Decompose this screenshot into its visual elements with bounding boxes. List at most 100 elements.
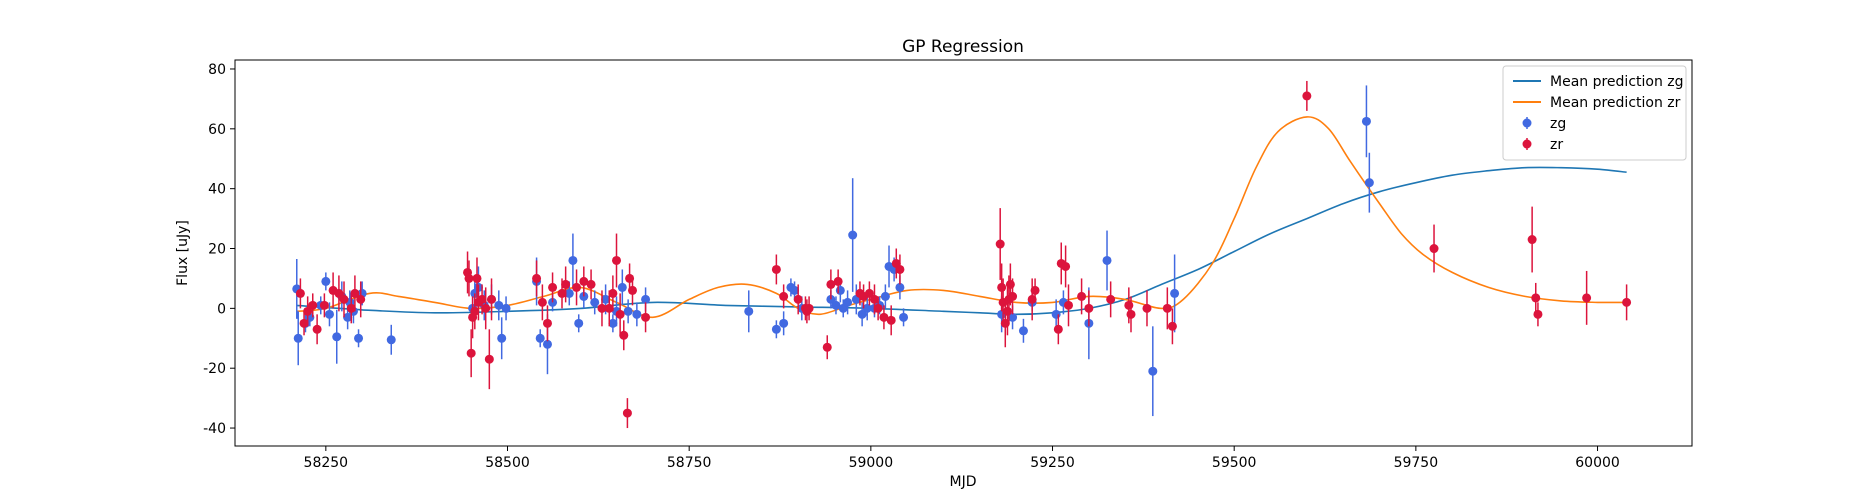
point-marker — [537, 297, 547, 307]
data-point-zr — [470, 293, 480, 330]
y-tick-label: 40 — [208, 182, 226, 198]
data-point-zr — [1053, 314, 1063, 345]
data-point-zg — [771, 320, 781, 339]
point-marker — [899, 312, 909, 322]
point-marker — [494, 300, 504, 310]
data-point-zg — [332, 309, 342, 364]
x-tick-label: 59500 — [1212, 455, 1257, 471]
legend-label: Mean prediction zr — [1550, 95, 1681, 111]
point-marker — [1084, 303, 1094, 313]
data-point-zr — [886, 305, 896, 336]
data-point-zg — [632, 302, 642, 327]
y-tick-label: -20 — [203, 361, 226, 377]
point-marker — [1582, 293, 1592, 303]
point-marker — [627, 285, 637, 295]
data-point-zg — [848, 178, 858, 292]
legend: Mean prediction zg Mean prediction zr zg zr — [1502, 65, 1687, 161]
legend-label: zg — [1550, 116, 1566, 132]
point-marker — [1008, 312, 1018, 322]
data-point-zr — [641, 302, 651, 333]
data-point-zr — [472, 257, 482, 300]
data-point-zr — [826, 269, 836, 300]
point-marker — [466, 348, 476, 358]
data-point-zg — [862, 296, 872, 321]
data-point-zr — [481, 287, 491, 330]
data-point-zr — [622, 398, 632, 429]
point-marker — [843, 297, 853, 307]
point-marker — [579, 276, 589, 286]
data-point-zr — [319, 293, 329, 318]
point-marker — [1167, 321, 1177, 331]
point-marker — [590, 297, 600, 307]
point-marker — [481, 303, 491, 313]
data-point-zr — [346, 293, 356, 324]
data-point-zr — [586, 269, 596, 300]
point-marker — [997, 282, 1007, 292]
point-marker — [339, 294, 349, 304]
data-point-zr — [466, 329, 476, 378]
data-point-zr — [779, 284, 789, 309]
x-tick-label: 59750 — [1394, 455, 1439, 471]
point-marker — [321, 276, 331, 286]
data-point-zr — [537, 284, 547, 321]
data-point-zr — [484, 329, 494, 390]
legend-entry-mean-zg: Mean prediction zg — [1513, 74, 1684, 90]
data-point-zr — [1008, 278, 1018, 315]
point-marker — [472, 273, 482, 283]
point-marker — [470, 306, 480, 316]
point-marker — [608, 318, 618, 328]
point-marker — [612, 255, 622, 265]
data-point-zg — [744, 290, 754, 333]
point-marker — [1008, 291, 1018, 301]
plot-frame — [234, 59, 1693, 447]
point-marker — [826, 279, 836, 289]
point-marker — [864, 288, 874, 298]
legend-marker-swatch — [1522, 118, 1532, 128]
data-point-zg — [324, 302, 334, 327]
data-point-zr — [804, 296, 814, 321]
point-marker — [895, 282, 905, 292]
point-marker — [779, 291, 789, 301]
y-tick-label: -40 — [203, 421, 226, 437]
data-point-zg — [857, 302, 867, 327]
point-marker — [615, 309, 625, 319]
data-point-zr — [548, 272, 558, 303]
data-point-zg — [574, 314, 584, 333]
data-point-zr — [464, 260, 474, 297]
point-marker — [873, 303, 883, 313]
data-point-zr — [597, 290, 607, 327]
point-marker — [312, 324, 322, 334]
data-point-zr — [561, 266, 571, 303]
data-point-zr — [579, 266, 589, 297]
point-marker — [1018, 326, 1028, 336]
plot-area — [292, 80, 1632, 429]
data-point-zr — [1527, 206, 1537, 273]
point-marker — [1622, 297, 1632, 307]
point-marker — [477, 294, 487, 304]
point-marker — [617, 282, 627, 292]
point-marker — [1533, 309, 1543, 319]
point-marker — [879, 312, 889, 322]
data-point-zg — [623, 299, 633, 324]
data-point-zr — [619, 320, 629, 351]
point-marker — [601, 294, 611, 304]
data-point-zr — [1622, 284, 1632, 321]
y-tick-label: 0 — [217, 301, 226, 317]
point-marker — [303, 306, 313, 316]
point-marker — [295, 288, 305, 298]
data-point-zr — [356, 281, 366, 318]
data-point-zr — [1142, 290, 1152, 327]
point-marker — [343, 312, 353, 322]
y-axis-label: Flux [uJy] — [175, 220, 191, 286]
data-point-zg — [501, 296, 511, 321]
point-marker — [1102, 255, 1112, 265]
data-point-zg — [790, 281, 800, 300]
data-point-zg — [590, 290, 600, 315]
data-point-zg — [568, 233, 578, 288]
mean-line-zr — [296, 116, 1627, 319]
point-marker — [1064, 300, 1074, 310]
point-marker — [793, 294, 803, 304]
data-point-zg — [617, 269, 627, 306]
data-point-zg — [386, 324, 396, 355]
x-tick-label: 58500 — [485, 455, 530, 471]
